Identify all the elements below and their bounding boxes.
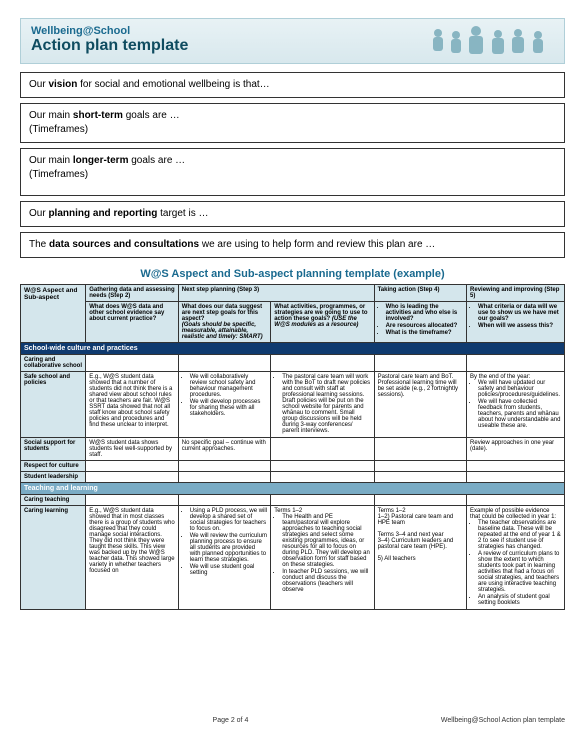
shortterm-box: Our main short-term goals are … (Timefra… <box>20 103 565 143</box>
cat2-r2-c4: Terms 1–21–2) Pastoral care team and HPE… <box>374 506 466 610</box>
planning-box: Our planning and reporting target is … <box>20 201 565 227</box>
cat2-header: Teaching and learning <box>21 483 565 495</box>
col5-title: Reviewing and improving (Step 5) <box>467 285 565 302</box>
longterm-box: Our main longer-term goals are … (Timefr… <box>20 148 565 196</box>
cat1-r2-c5: By the end of the year:We will have upda… <box>467 372 565 438</box>
cat1-r2-c3: The pastoral care team will work with th… <box>271 372 374 438</box>
col4-desc: Who is leading the activities and who el… <box>374 302 466 343</box>
cat1-r4: Respect for culture <box>21 461 86 472</box>
cat1-r3-c5: Review approaches in one year (date). <box>467 438 565 461</box>
footer: Page 2 of 4 Wellbeing@School Action plan… <box>20 717 565 724</box>
cat1-r3-c2: No specific goal – continue with current… <box>178 438 270 461</box>
footer-doc: Wellbeing@School Action plan template <box>441 717 565 724</box>
silhouette-icon <box>426 23 556 61</box>
col23-title: Next step planning (Step 3) <box>178 285 374 302</box>
cat1-r2-c1: E.g., W@S student data showed that a num… <box>86 372 178 438</box>
planning-table: W@S Aspect and Sub-aspect Gathering data… <box>20 284 565 610</box>
cat2-r2-c2: Using a PLD process, we will develop a s… <box>178 506 270 610</box>
cat2-r2-c3: Terms 1–2The Health and PE team/pastoral… <box>271 506 374 610</box>
col1-desc: What does W@S data and other school evid… <box>86 302 178 343</box>
cat1-r2-c2: We will collaboratively review school sa… <box>178 372 270 438</box>
col1-title: Gathering data and assessing needs (Step… <box>86 285 178 302</box>
cat1-r3-label: Social support for students <box>21 438 86 461</box>
header-banner: Wellbeing@School Action plan template <box>20 18 565 64</box>
footer-page: Page 2 of 4 <box>213 717 249 724</box>
cat2-r1: Caring teaching <box>21 495 86 506</box>
cat1-r2-c4: Pastoral care team and BoT. Professional… <box>374 372 466 438</box>
col3-desc: What activities, programmes, or strategi… <box>271 302 374 343</box>
vision-box: Our vision for social and emotional well… <box>20 72 565 98</box>
col5-desc: What criteria or data will we use to sho… <box>467 302 565 343</box>
col-rowhead: W@S Aspect and Sub-aspect <box>21 285 86 343</box>
cat1-header: School-wide culture and practices <box>21 343 565 355</box>
cat2-r2-c1: E.g., W@S student data showed that in mo… <box>86 506 178 610</box>
col2-desc: What does our data suggest are next step… <box>178 302 270 343</box>
cat2-r2-label: Caring learning <box>21 506 86 610</box>
section-title: W@S Aspect and Sub-aspect planning templ… <box>20 268 565 280</box>
cat1-r3-c1: W@S student data shows students feel wel… <box>86 438 178 461</box>
cat1-r5: Student leadership <box>21 472 86 483</box>
cat1-r1: Caring and collaborative school <box>21 355 86 372</box>
cat1-r2-label: Safe school and policies <box>21 372 86 438</box>
datasources-box: The data sources and consultations we ar… <box>20 232 565 258</box>
col4-title: Taking action (Step 4) <box>374 285 466 302</box>
cat2-r2-c5: Example of possible evidence that could … <box>467 506 565 610</box>
